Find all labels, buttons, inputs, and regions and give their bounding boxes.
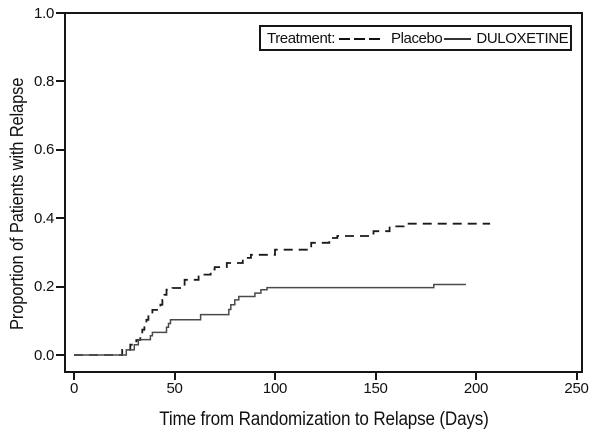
y-tick-mark: [56, 80, 64, 83]
curve-duloxetine: [74, 283, 466, 356]
x-tick-mark: [173, 373, 176, 380]
legend-title: Treatment:: [267, 29, 335, 47]
legend: Treatment: Placebo DULOXETINE: [259, 25, 572, 51]
y-tick-label: 0.0: [34, 346, 54, 364]
x-tick-label: 0: [69, 380, 79, 397]
x-tick-mark: [475, 373, 477, 380]
y-tick-label: 1.0: [34, 4, 54, 22]
plot-frame: [64, 12, 583, 373]
y-tick-label: 0.6: [34, 141, 54, 159]
legend-label-placebo: Placebo: [390, 29, 443, 47]
x-tick-mark: [274, 373, 276, 380]
x-axis-title-wrap: Time from Randomization to Relapse (Days…: [64, 409, 583, 431]
x-tick-label: 150: [363, 380, 388, 397]
y-tick-mark: [56, 12, 64, 14]
dashed-line-sample-icon: [338, 37, 381, 40]
x-axis-title: Time from Randomization to Relapse (Days…: [158, 409, 489, 430]
x-tick-mark: [575, 373, 578, 380]
x-tick-label: 50: [166, 380, 183, 397]
x-tick-mark: [73, 373, 75, 380]
y-tick-mark: [56, 354, 64, 356]
y-tick-mark: [56, 148, 64, 151]
y-tick-label: 0.2: [34, 278, 54, 296]
y-tick-label: 0.4: [34, 209, 54, 227]
curve-placebo: [74, 222, 491, 356]
x-tick-label: 200: [463, 380, 489, 397]
x-tick-mark: [374, 373, 377, 380]
x-tick-label: 100: [262, 380, 288, 397]
y-tick-mark: [56, 285, 64, 288]
legend-label-duloxetine: DULOXETINE: [476, 29, 569, 47]
y-tick-label: 0.8: [34, 72, 54, 90]
y-tick-mark: [56, 217, 64, 220]
solid-line-sample-icon: [444, 37, 472, 40]
y-axis-title: Proportion of Patients with Relapse: [7, 77, 27, 330]
x-tick-label: 250: [564, 380, 589, 397]
